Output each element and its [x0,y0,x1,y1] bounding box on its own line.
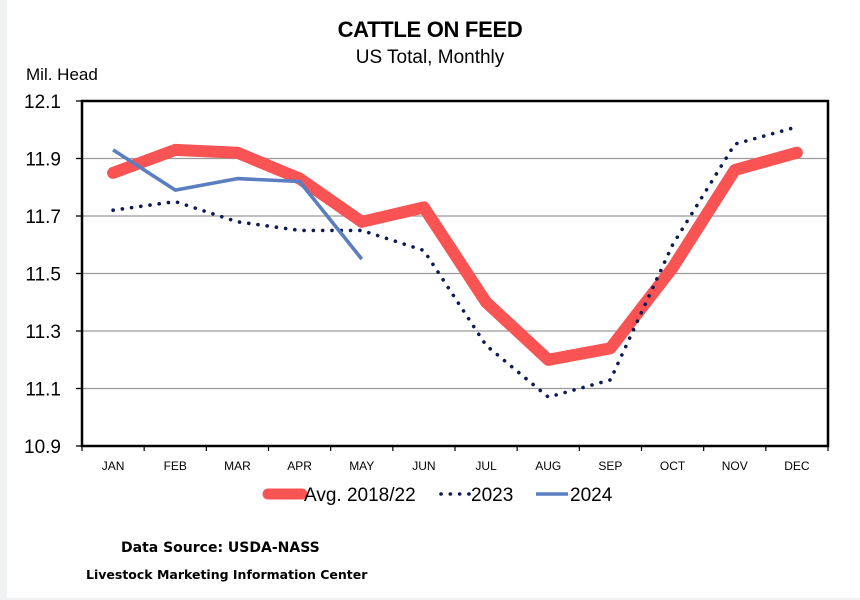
x-tick-label: NOV [722,459,748,473]
series-line-2024 [112,148,364,261]
series-line-2023 [111,125,799,399]
y-tick-label: 11.7 [25,207,61,228]
x-tick-label: AUG [535,459,561,473]
x-tick-label: OCT [660,459,686,473]
legend-label: 2023 [471,485,513,506]
legend: Avg. 2018/22 2023 2024 [262,485,613,506]
plot-frame [80,99,830,448]
x-tick-label: JUL [475,459,497,473]
x-tick-label: JAN [102,459,125,473]
x-tick-label: APR [287,459,312,473]
y-tick-label: 10.9 [24,437,61,458]
series-lines [107,125,803,399]
legend-label: Avg. 2018/22 [304,485,416,506]
x-tick-label: MAR [224,459,251,473]
x-tick-label: SEP [598,459,622,473]
x-axis-ticks: JAN FEB MAR APR MAY JUN JUL AUG SEP OCT NOV DEC [81,446,829,473]
chart-subtitle: US Total, Monthly [355,47,505,68]
y-tick-label: 12.1 [24,92,61,113]
legend-label: 2024 [570,485,613,506]
x-tick-label: FEB [164,459,187,473]
x-tick-label: MAY [349,459,374,473]
series-line-avg-2018-22 [107,143,803,366]
chart-canvas [7,0,860,598]
data-source: Data Source: USDA-NASS [121,540,320,556]
y-tick-label: 11.5 [25,265,61,286]
organization-name: Livestock Marketing Information Center [86,567,368,582]
x-tick-label: JUN [412,459,435,473]
y-axis-ticks: 10.9 11.1 11.3 11.5 11.7 11.9 12.1 [24,92,82,458]
y-axis-label: Mil. Head [26,65,98,84]
y-tick-label: 11.3 [25,322,61,343]
chart-title: CATTLE ON FEED [337,17,523,42]
x-tick-label: DEC [784,459,810,473]
y-tick-label: 11.1 [25,380,61,401]
y-tick-label: 11.9 [25,150,61,171]
